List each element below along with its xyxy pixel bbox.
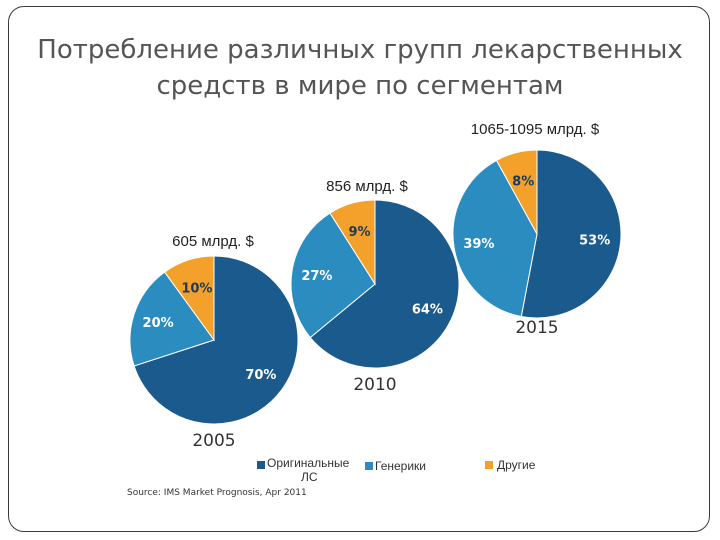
pie-2005-slice-generic (129, 271, 215, 367)
slide-frame (8, 6, 710, 532)
pie-2010-label-other: 9% (348, 225, 370, 240)
pie-2010-slice-other (329, 199, 376, 286)
pie-2015-label-original: 53% (579, 234, 610, 249)
legend-swatch-generic (365, 462, 373, 470)
pie-2010-slice-original (309, 199, 460, 369)
pie-2005-label-other: 10% (181, 281, 212, 296)
pie-2010-total-label: 856 млрд. $ (326, 178, 408, 195)
source-note: Source: IMS Market Prognosis, Apr 2011 (127, 488, 307, 498)
pie-2005-slice-original (133, 255, 299, 425)
legend-original-line1: Оригинальные (267, 456, 350, 470)
pie-2015-label-other: 8% (512, 174, 534, 189)
pie-2010-year-label: 2010 (353, 375, 396, 395)
pie-2015-slice-generic (452, 159, 538, 318)
pie-2005-label-original: 70% (245, 368, 276, 383)
pie-2005-year-label: 2005 (192, 431, 235, 451)
legend-original-line2: ЛС (301, 470, 318, 484)
pie-2005-label-generic: 20% (143, 316, 174, 331)
title-line-2: средств в мире по сегментам (156, 71, 564, 101)
pie-2010-label-generic: 27% (301, 269, 332, 284)
legend-label-original: Оригинальные ЛС (267, 456, 362, 484)
pie-2015-slice-original (520, 149, 622, 319)
pie-2010-label-original: 64% (412, 303, 443, 318)
pie-2015-slice-other (495, 149, 538, 235)
pie-2015-total-label: 1065-1095 млрд. $ (471, 121, 600, 138)
page-title: Потребление различных групп лекарственны… (20, 32, 700, 104)
pie-2015-label-generic: 39% (463, 237, 494, 252)
legend-swatch-original (257, 461, 265, 469)
pie-2005-total-label: 605 млрд. $ (172, 233, 254, 250)
title-line-1: Потребление различных групп лекарственны… (37, 35, 683, 65)
pie-2005-slice-other (163, 255, 215, 342)
legend-label-other: Другие (497, 458, 536, 472)
pie-2010-slice-generic (290, 212, 376, 339)
legend-swatch-other (485, 461, 493, 469)
legend-label-generic: Генерики (375, 459, 426, 473)
pie-2015-year-label: 2015 (515, 318, 558, 338)
